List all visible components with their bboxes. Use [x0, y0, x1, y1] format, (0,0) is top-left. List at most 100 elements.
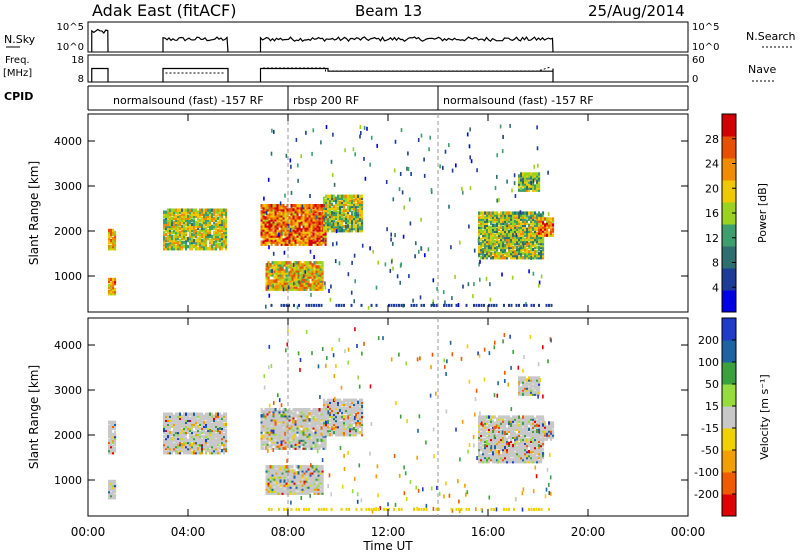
- heatmap-cell: [494, 247, 497, 252]
- heatmap-cell: [187, 224, 190, 229]
- heatmap-cell: [307, 261, 310, 265]
- heatmap-cell: [201, 222, 204, 227]
- heatmap-cell: [268, 424, 271, 428]
- heatmap-cell: [271, 281, 274, 285]
- heatmap-cell: [205, 434, 208, 439]
- heatmap-cell: [163, 426, 166, 431]
- heatmap-cell: [175, 444, 178, 449]
- heatmap-cell: [525, 303, 528, 307]
- heatmap-cell: [488, 239, 491, 244]
- heatmap-cell: [321, 261, 324, 265]
- heatmap-cell: [302, 216, 305, 220]
- heatmap-cell: [279, 281, 282, 285]
- heatmap-cell: [114, 487, 117, 492]
- heatmap-cell: [510, 303, 513, 307]
- heatmap-cell: [280, 428, 283, 432]
- heatmap-cell: [542, 231, 545, 235]
- heatmap-cell: [321, 475, 324, 479]
- heatmap-cell: [112, 483, 115, 488]
- heatmap-cell: [267, 283, 270, 287]
- heatmap-cell: [308, 206, 311, 210]
- heatmap-cell: [267, 177, 270, 182]
- heatmap-cell: [268, 432, 271, 436]
- heatmap-cell: [191, 416, 194, 420]
- heatmap-cell: [353, 222, 356, 227]
- heatmap-cell: [488, 231, 491, 236]
- heatmap-cell: [480, 211, 483, 215]
- heatmap-cell: [169, 446, 172, 451]
- heatmap-cell: [492, 237, 495, 242]
- heatmap-cell: [260, 424, 263, 428]
- heatmap-cell: [295, 275, 298, 279]
- heatmap-cell: [349, 196, 352, 200]
- heatmap-cell: [169, 412, 172, 416]
- heatmap-cell: [351, 408, 354, 413]
- heatmap-cell: [339, 196, 342, 200]
- heatmap-cell: [274, 416, 277, 420]
- heatmap-cell: [337, 198, 340, 202]
- heatmap-cell: [171, 432, 174, 437]
- heatmap-cell: [335, 216, 338, 221]
- heatmap-cell: [266, 442, 269, 446]
- heatmap-cell: [322, 440, 325, 444]
- heatmap-cell: [266, 424, 269, 428]
- heatmap-cell: [324, 438, 327, 442]
- heatmap-cell: [538, 221, 541, 225]
- heatmap-cell: [292, 408, 295, 412]
- heatmap-cell: [436, 286, 438, 291]
- heatmap-cell: [518, 215, 521, 219]
- heatmap-cell: [175, 210, 178, 214]
- heatmap-cell: [225, 232, 228, 237]
- heatmap-cell: [213, 230, 216, 235]
- heatmap-cell: [544, 227, 547, 231]
- heatmap-cell: [181, 216, 184, 220]
- heatmap-cell: [345, 226, 348, 231]
- heatmap-cell: [493, 303, 495, 307]
- heatmap-cell: [185, 214, 188, 218]
- heatmap-cell: [522, 180, 525, 184]
- heatmap-cell: [205, 208, 208, 212]
- heatmap-cell: [314, 430, 317, 434]
- heatmap-cell: [333, 212, 336, 217]
- heatmap-cell: [530, 235, 533, 240]
- heatmap-cell: [163, 210, 166, 214]
- heatmap-cell: [284, 230, 287, 234]
- heatmap-cell: [306, 436, 309, 440]
- heatmap-cell: [450, 245, 452, 250]
- heatmap-cell: [199, 232, 202, 237]
- heatmap-cell: [264, 442, 267, 446]
- heatmap-cell: [177, 232, 180, 237]
- heatmap-cell: [335, 200, 338, 204]
- heatmap-cell: [279, 283, 282, 287]
- heatmap-cell: [504, 227, 507, 231]
- heatmap-cell: [500, 219, 503, 223]
- heatmap-cell: [316, 242, 319, 246]
- heatmap-cell: [305, 263, 308, 267]
- heatmap-cell: [349, 426, 352, 431]
- heatmap-cell: [317, 281, 320, 285]
- heatmap-cell: [327, 202, 330, 207]
- heatmap-cell: [287, 477, 290, 481]
- heatmap-cell: [225, 220, 228, 225]
- heatmap-cell: [272, 236, 275, 240]
- heatmap-cell: [199, 422, 202, 426]
- heatmap-cell: [292, 432, 295, 436]
- heatmap-cell: [266, 206, 269, 210]
- heatmap-cell: [275, 279, 278, 283]
- heatmap-cell: [308, 436, 311, 440]
- heatmap-cell: [282, 242, 285, 246]
- heatmap-cell: [357, 200, 360, 204]
- heatmap-cell: [322, 240, 325, 244]
- heatmap-cell: [500, 249, 503, 254]
- heatmap-cell: [114, 434, 117, 439]
- heatmap-cell: [479, 259, 481, 264]
- heatmap-cell: [331, 424, 334, 429]
- heatmap-cell: [343, 216, 346, 221]
- heatmap-cell: [524, 221, 527, 225]
- heatmap-cell: [287, 489, 290, 493]
- heatmap-cell: [310, 226, 313, 230]
- heatmap-cell: [292, 218, 295, 222]
- heatmap-cell: [484, 241, 487, 246]
- heatmap-cell: [171, 226, 174, 231]
- heatmap-cell: [394, 233, 396, 238]
